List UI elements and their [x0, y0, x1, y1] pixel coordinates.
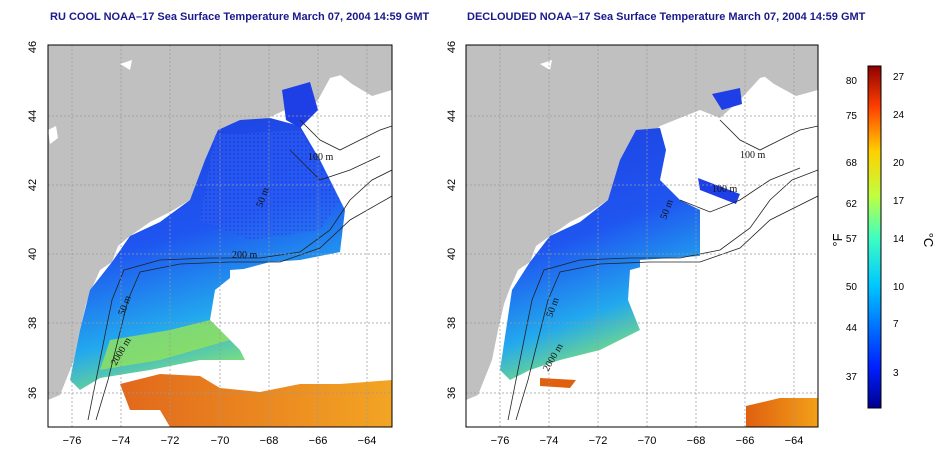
lat-tick: 44	[446, 110, 458, 122]
celsius-tick: 27	[893, 72, 905, 83]
left-y-axis: 46 44 42 40 38 36	[27, 41, 39, 399]
left-panel-title: RU COOL NOAA–17 Sea Surface Temperature …	[50, 11, 430, 23]
lon-tick: −72	[161, 435, 180, 447]
lon-tick: −66	[309, 435, 328, 447]
lon-tick: −76	[63, 435, 82, 447]
fahrenheit-label: °F	[830, 233, 845, 246]
lat-tick: 36	[27, 387, 39, 399]
lon-tick: −72	[589, 435, 608, 447]
celsius-tick: 17	[893, 196, 905, 207]
celsius-tick: 10	[893, 282, 905, 293]
lat-tick: 46	[27, 41, 39, 53]
right-map	[466, 45, 818, 427]
left-map	[48, 45, 392, 427]
lon-tick: −66	[736, 435, 755, 447]
celsius-tick: 20	[893, 158, 905, 169]
sst-warm-region	[120, 374, 392, 427]
lat-tick: 46	[446, 41, 458, 53]
lat-tick: 42	[446, 179, 458, 191]
right-y-axis: 46 44 42 40 38 36	[446, 41, 458, 399]
fahrenheit-tick: 50	[846, 282, 858, 293]
celsius-label: °C	[921, 233, 936, 248]
colorbar: 80 75 68 62 57 50 44 37 27 24 20 17 14 1…	[830, 65, 936, 409]
celsius-tick: 24	[893, 110, 905, 121]
celsius-tick: 14	[893, 234, 905, 245]
lon-tick: −76	[491, 435, 510, 447]
land-mass	[466, 45, 818, 400]
lon-tick: −68	[260, 435, 279, 447]
fahrenheit-tick: 68	[846, 158, 858, 169]
contour-label: 200 m	[232, 250, 258, 261]
lat-tick: 38	[27, 317, 39, 329]
right-x-axis: −76 −74 −72 −70 −68 −66 −64	[491, 435, 804, 447]
fahrenheit-tick: 57	[846, 234, 858, 245]
lon-tick: −74	[540, 435, 559, 447]
lon-tick: −64	[785, 435, 804, 447]
lon-tick: −70	[211, 435, 230, 447]
fahrenheit-tick: 75	[846, 111, 858, 122]
lat-tick: 44	[27, 110, 39, 122]
fahrenheit-tick: 44	[846, 323, 858, 334]
colorbar-gradient	[867, 65, 882, 409]
fahrenheit-tick: 80	[846, 76, 858, 87]
left-x-axis: −76 −74 −72 −70 −68 −66 −64	[63, 435, 377, 447]
lon-tick: −64	[358, 435, 377, 447]
lat-tick: 40	[27, 248, 39, 260]
fahrenheit-tick: 62	[846, 199, 858, 210]
sst-warm-region	[746, 398, 818, 427]
lat-tick: 36	[446, 387, 458, 399]
lon-tick: −70	[638, 435, 657, 447]
contour-label: 100 m	[712, 184, 738, 195]
lat-tick: 42	[27, 179, 39, 191]
lon-tick: −68	[687, 435, 706, 447]
contour-label: 100 m	[308, 152, 334, 163]
celsius-tick: 7	[893, 319, 899, 330]
contour-label: 100 m	[740, 150, 766, 161]
celsius-tick: 3	[893, 368, 899, 379]
lat-tick: 40	[446, 248, 458, 260]
right-panel-title: DECLOUDED NOAA–17 Sea Surface Temperatur…	[467, 11, 866, 23]
fahrenheit-tick: 37	[846, 372, 858, 383]
land-mass	[48, 45, 392, 400]
lon-tick: −74	[112, 435, 131, 447]
lat-tick: 38	[446, 317, 458, 329]
